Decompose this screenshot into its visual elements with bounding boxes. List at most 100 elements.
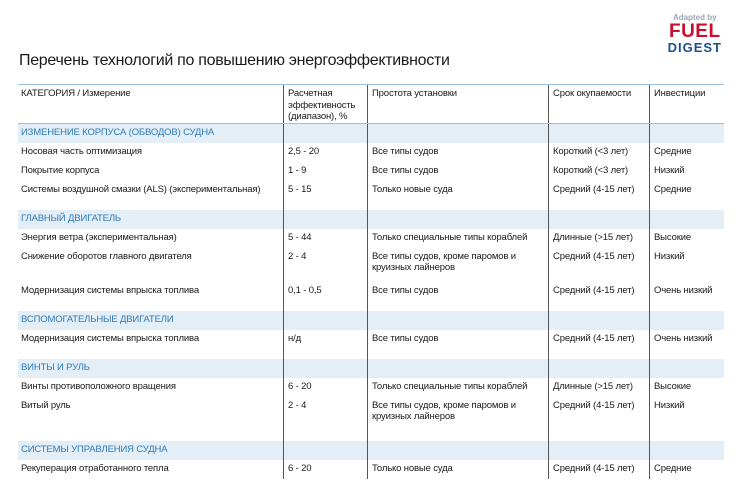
data-cell: Все типы судов, кроме паромов и круизных… bbox=[367, 247, 549, 282]
spacer-cell bbox=[18, 431, 284, 441]
header-cell: Срок окупаемости bbox=[548, 84, 650, 124]
header-row: КАТЕГОРИЯ / Измерение Расчетная эффективн… bbox=[18, 84, 724, 124]
data-cell: 6 - 20 bbox=[283, 377, 368, 397]
data-cell: Все типы судов bbox=[367, 329, 549, 349]
data-cell: Средний (4-15 лет) bbox=[548, 396, 650, 431]
section-cell: ВИНТЫ И РУЛЬ bbox=[18, 358, 284, 378]
logo-sub: DIGEST bbox=[667, 40, 722, 55]
data-row: Покрытие корпуса 1 - 9 Все типы судов Корот… bbox=[18, 161, 724, 181]
spacer-cell bbox=[649, 300, 724, 311]
spacer-cell bbox=[367, 430, 549, 441]
data-cell: Низкий bbox=[649, 396, 724, 431]
data-cell: 2,5 - 20 bbox=[283, 142, 368, 162]
data-cell: Низкий bbox=[649, 161, 724, 181]
section-cell bbox=[367, 440, 549, 460]
data-cell: Снижение оборотов главного двигателя bbox=[21, 250, 192, 262]
data-cell: 2 - 4 bbox=[283, 247, 368, 282]
section-cell bbox=[283, 209, 368, 229]
data-cell: Короткий (<3 лет) bbox=[548, 161, 650, 181]
spacer bbox=[18, 430, 724, 441]
data-cell: 6 - 20 bbox=[283, 459, 368, 479]
spacer-cell bbox=[367, 199, 549, 210]
spacer-cell bbox=[283, 348, 368, 359]
logo: Adapted by FUEL DIGEST bbox=[667, 13, 722, 55]
data-cell: Средний (4-15 лет) bbox=[548, 459, 650, 479]
logo-adapted: Adapted by bbox=[673, 13, 717, 22]
spacer-cell bbox=[18, 349, 284, 359]
spacer-cell bbox=[649, 348, 724, 359]
logo-brand: FUEL bbox=[668, 21, 721, 42]
data-cell: Высокие bbox=[649, 228, 724, 248]
spacer-cell bbox=[367, 300, 549, 311]
section-cell bbox=[367, 123, 549, 143]
section-cell bbox=[649, 358, 724, 378]
spacer bbox=[18, 300, 724, 311]
section-cell: ВСПОМОГАТЕЛЬНЫЕ ДВИГАТЕЛИ bbox=[18, 310, 284, 330]
section-cell bbox=[367, 358, 549, 378]
data-row: Модернизация системы впрыска топлива н/д В… bbox=[18, 329, 724, 349]
section-cell: ГЛАВНЫЙ ДВИГАТЕЛЬ bbox=[18, 209, 284, 229]
section-cell bbox=[283, 123, 368, 143]
data-cell: Системы воздушной смазки (ALS) (эксперим… bbox=[21, 184, 261, 196]
data-cell: Модернизация системы впрыска топлива bbox=[21, 285, 199, 297]
data-cell: Средние bbox=[649, 142, 724, 162]
data-cell: 1 - 9 bbox=[283, 161, 368, 181]
data-row: Носовая часть оптимизация 2,5 - 20 Все тип… bbox=[18, 142, 724, 162]
section-cell bbox=[367, 310, 549, 330]
data-cell: Средний (4-15 лет) bbox=[548, 247, 650, 282]
data-cell: Винты противоположного вращения bbox=[21, 381, 176, 393]
data-cell: Все типы судов bbox=[367, 161, 549, 181]
data-cell: Средние bbox=[649, 180, 724, 200]
data-cell: Модернизация системы впрыска топлива bbox=[21, 333, 199, 345]
data-cell: Только новые суда bbox=[367, 459, 549, 479]
spacer-cell bbox=[367, 348, 549, 359]
spacer bbox=[18, 199, 724, 210]
section-cell bbox=[367, 209, 549, 229]
data-row: Винты противоположного вращения 6 - 20 Тол… bbox=[18, 377, 724, 397]
section-cell bbox=[649, 209, 724, 229]
spacer-cell bbox=[283, 430, 368, 441]
data-row: Энергия ветра (экспериментальная) 5 - 44 Т… bbox=[18, 228, 724, 248]
table: КАТЕГОРИЯ / Измерение Расчетная эффективн… bbox=[18, 84, 724, 479]
data-cell: Средние bbox=[649, 459, 724, 479]
data-cell: Длинные (>15 лет) bbox=[548, 377, 650, 397]
section-cell: СИСТЕМЫ УПРАВЛЕНИЯ СУДНА bbox=[18, 440, 284, 460]
spacer bbox=[18, 348, 724, 359]
data-cell: Средний (4-15 лет) bbox=[548, 329, 650, 349]
data-cell: н/д bbox=[283, 329, 368, 349]
section-cell bbox=[548, 123, 650, 143]
spacer-cell bbox=[548, 348, 650, 359]
header-cell: КАТЕГОРИЯ / Измерение bbox=[18, 84, 284, 124]
spacer-cell bbox=[18, 200, 284, 210]
spacer-cell bbox=[649, 430, 724, 441]
section-cell bbox=[548, 209, 650, 229]
spacer-cell bbox=[548, 300, 650, 311]
spacer-cell bbox=[548, 199, 650, 210]
section-cell: ИЗМЕНЕНИЕ КОРПУСА (ОБВОДОВ) СУДНА bbox=[18, 123, 284, 143]
data-cell: Все типы судов bbox=[367, 281, 549, 301]
data-row: Системы воздушной смазки (ALS) (эксперим… bbox=[18, 180, 724, 200]
section-cell bbox=[649, 310, 724, 330]
data-cell: Длинные (>15 лет) bbox=[548, 228, 650, 248]
data-cell: 2 - 4 bbox=[283, 396, 368, 431]
data-cell: Только специальные типы кораблей bbox=[367, 228, 549, 248]
header-cell: Инвестиции bbox=[649, 84, 724, 124]
section-row: ВИНТЫ И РУЛЬ bbox=[18, 358, 724, 378]
data-cell: 5 - 15 bbox=[283, 180, 368, 200]
data-cell: Рекуперация отработанного тепла bbox=[21, 463, 169, 475]
section-cell bbox=[649, 440, 724, 460]
data-cell: Высокие bbox=[649, 377, 724, 397]
section-cell bbox=[283, 358, 368, 378]
data-cell: Все типы судов bbox=[367, 142, 549, 162]
data-cell: Все типы судов, кроме паромов и круизных… bbox=[367, 396, 549, 431]
data-cell: Средний (4-15 лет) bbox=[548, 281, 650, 301]
title: Перечень технологий по повышению энергоэ… bbox=[19, 52, 450, 69]
data-cell: Короткий (<3 лет) bbox=[548, 142, 650, 162]
data-row: Рекуперация отработанного тепла 6 - 20 Тол… bbox=[18, 459, 724, 479]
data-cell: Только новые суда bbox=[367, 180, 549, 200]
data-cell: Средний (4-15 лет) bbox=[548, 180, 650, 200]
data-row: Модернизация системы впрыска топлива 0,1 … bbox=[18, 281, 724, 301]
data-cell: Носовая часть оптимизация bbox=[21, 146, 142, 158]
spacer-cell bbox=[283, 199, 368, 210]
data-cell: Очень низкий bbox=[649, 281, 724, 301]
